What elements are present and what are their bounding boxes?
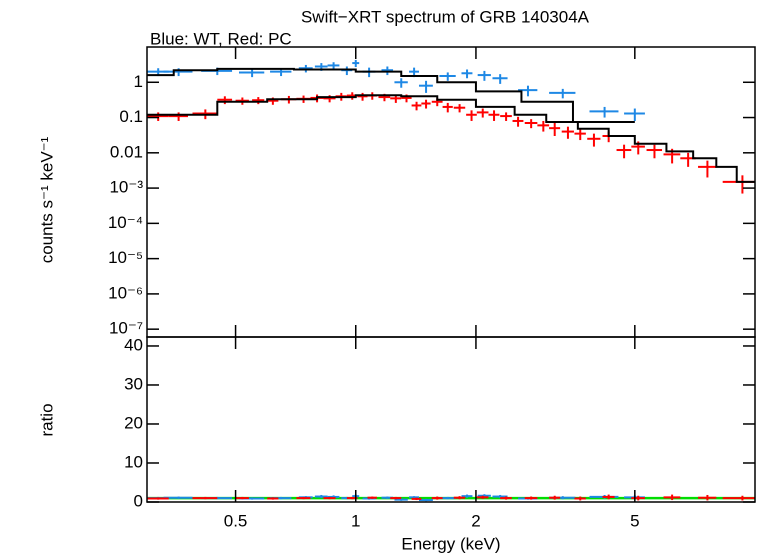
x-tick-label: 5 xyxy=(630,511,639,530)
y-axis-label: counts s⁻¹ keV⁻¹ xyxy=(37,136,56,263)
y-tick-label: 10 xyxy=(124,452,143,471)
y-tick-label: 10⁻⁴ xyxy=(108,213,143,232)
y-tick-label: 0 xyxy=(134,491,143,510)
y-tick-label: 20 xyxy=(124,413,143,432)
model-line xyxy=(147,67,635,123)
x-tick-label: 0.5 xyxy=(224,511,248,530)
y-tick-label: 10⁻³ xyxy=(109,178,143,197)
plot-area xyxy=(147,494,755,502)
y-tick-label: 10⁻⁶ xyxy=(108,283,143,302)
x-tick-label: 2 xyxy=(471,511,480,530)
y-axis-label: ratio xyxy=(37,403,56,436)
y-tick-label: 0.1 xyxy=(119,107,143,126)
y-tick-label: 10⁻⁵ xyxy=(108,248,143,267)
model-line xyxy=(147,94,755,183)
y-tick-label: 30 xyxy=(124,374,143,393)
y-tick-label: 10⁻⁷ xyxy=(109,319,143,338)
y-tick-label: 1 xyxy=(134,72,143,91)
y-tick-label: 40 xyxy=(124,335,143,354)
frame xyxy=(146,46,756,338)
x-axis-label: Energy (keV) xyxy=(401,534,500,553)
plot-area xyxy=(147,59,755,194)
subtitle: Blue: WT, Red: PC xyxy=(150,29,292,48)
y-tick-label: 0.01 xyxy=(110,142,143,161)
x-tick-label: 1 xyxy=(351,511,360,530)
chart-title: Swift−XRT spectrum of GRB 140304A xyxy=(301,7,590,26)
frame xyxy=(146,336,756,503)
